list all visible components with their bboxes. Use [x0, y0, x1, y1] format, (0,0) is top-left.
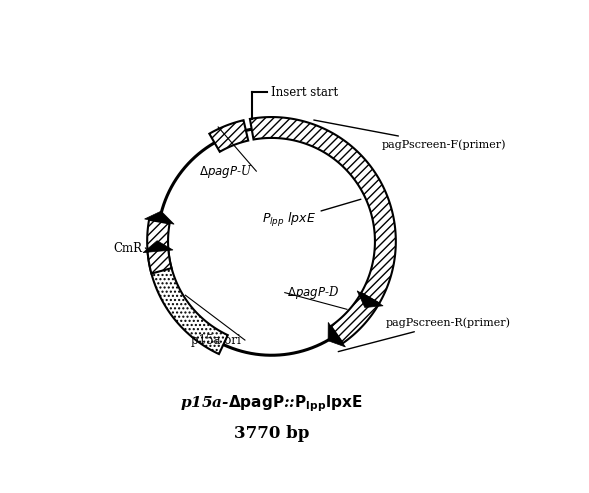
Text: CmR: CmR [114, 243, 143, 255]
Polygon shape [328, 322, 345, 347]
Text: pagPscreen-F(primer): pagPscreen-F(primer) [314, 120, 506, 150]
Polygon shape [147, 220, 171, 274]
Polygon shape [209, 120, 248, 152]
Text: $\Delta pagP$-U: $\Delta pagP$-U [199, 163, 253, 179]
Text: pagPscreen-R(primer): pagPscreen-R(primer) [338, 317, 511, 352]
Polygon shape [331, 293, 379, 343]
Polygon shape [250, 117, 396, 304]
Polygon shape [143, 241, 173, 252]
Text: p15a-$\mathbf{\Delta pagP}$::$\mathbf{P_{lpp}}$$\mathbf{lpxE}$: p15a-$\mathbf{\Delta pagP}$::$\mathbf{P_… [180, 393, 363, 414]
Text: $P_{lpp}$ $lpxE$: $P_{lpp}$ $lpxE$ [262, 199, 361, 230]
Polygon shape [144, 211, 174, 224]
Polygon shape [357, 291, 383, 308]
Text: p15a ori: p15a ori [191, 334, 241, 347]
Text: $\Delta pagP$-D: $\Delta pagP$-D [287, 284, 339, 301]
Text: 3770 bp: 3770 bp [234, 425, 309, 443]
Polygon shape [148, 250, 228, 354]
Text: Insert start: Insert start [271, 86, 338, 99]
